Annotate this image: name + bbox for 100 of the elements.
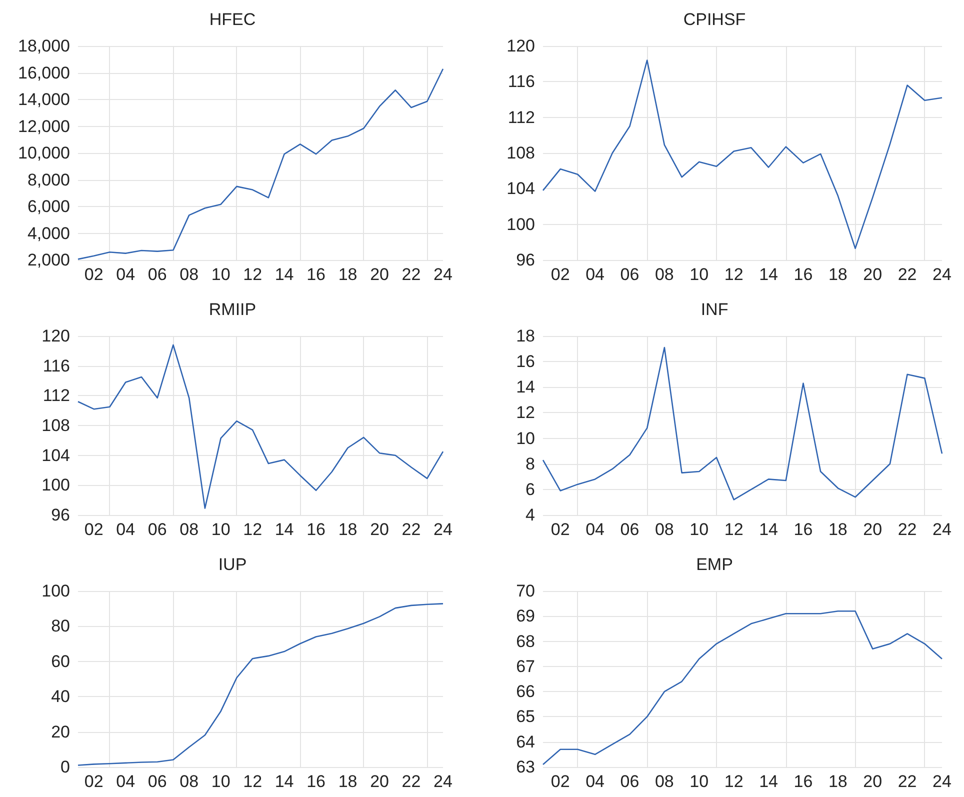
x-tick-label: 04: [116, 265, 136, 284]
x-tick-label: 08: [180, 520, 199, 539]
y-tick-label: 108: [506, 144, 535, 162]
y-tick-label: 12,000: [18, 116, 70, 136]
y-tick-label: 10,000: [18, 144, 70, 162]
x-tick-label: 22: [402, 265, 421, 284]
y-tick-label: 100: [42, 476, 70, 495]
x-tick-label: 10: [690, 520, 709, 539]
y-tick-label: 116: [508, 72, 535, 92]
chart-title: INF: [700, 300, 728, 319]
x-tick-label: 12: [724, 520, 744, 539]
line-series: [542, 346, 943, 500]
x-tick-label: 14: [759, 520, 778, 539]
x-tick-label: 24: [434, 265, 452, 284]
y-tick-label: 66: [516, 682, 535, 702]
y-tick-label: 70: [516, 582, 535, 600]
y-tick-label: 6,000: [27, 197, 70, 216]
y-tick-label: 116: [42, 356, 70, 376]
y-tick-label: 8,000: [27, 170, 70, 190]
y-tick-label: 20: [51, 722, 70, 742]
y-tick-label: 8: [526, 454, 535, 474]
x-tick-label: 02: [550, 520, 570, 539]
x-tick-label: 12: [243, 520, 262, 539]
y-tick-label: 18: [516, 326, 535, 346]
x-tick-label: 10: [211, 520, 230, 539]
x-tick-label: 20: [370, 520, 389, 539]
x-tick-label: 06: [620, 772, 640, 791]
x-tick-label: 10: [211, 772, 230, 791]
x-tick-label: 12: [724, 772, 744, 791]
y-tick-label: 67: [516, 656, 535, 676]
x-tick-label: 02: [550, 772, 570, 791]
x-tick-label: 14: [274, 520, 294, 539]
x-tick-label: 16: [794, 520, 813, 539]
line-series: [77, 68, 444, 260]
y-tick-label: 108: [42, 416, 70, 435]
x-tick-label: 22: [898, 772, 917, 791]
y-tick-label: 16: [516, 352, 535, 372]
x-tick-label: 18: [338, 265, 358, 284]
x-tick-label: 22: [402, 520, 421, 539]
x-tick-label: 20: [863, 520, 882, 539]
y-tick-label: 120: [506, 36, 535, 56]
y-tick-label: 0: [60, 758, 70, 776]
x-tick-label: 14: [274, 772, 294, 791]
x-tick-label: 12: [243, 772, 262, 791]
y-tick-label: 96: [516, 250, 535, 270]
chart-title: HFEC: [209, 10, 256, 29]
x-tick-label: 04: [586, 520, 605, 539]
y-tick-label: 64: [516, 732, 535, 752]
y-tick-label: 69: [516, 606, 535, 626]
y-tick-label: 112: [508, 108, 535, 127]
y-tick-label: 10: [516, 428, 535, 448]
x-tick-label: 04: [586, 265, 605, 284]
x-tick-label: 10: [690, 265, 709, 284]
x-tick-label: 16: [306, 265, 326, 284]
y-tick-label: 68: [516, 632, 535, 651]
x-tick-label: 04: [116, 772, 136, 791]
x-tick-label: 18: [828, 772, 848, 791]
y-tick-label: 104: [42, 446, 70, 465]
x-tick-label: 08: [180, 265, 199, 284]
x-tick-label: 24: [932, 520, 952, 539]
y-tick-label: 104: [506, 179, 535, 198]
x-tick-label: 12: [243, 265, 262, 284]
x-tick-label: 20: [370, 265, 389, 284]
x-tick-label: 08: [654, 265, 674, 284]
x-tick-label: 20: [370, 772, 389, 791]
y-tick-label: 6: [526, 480, 535, 499]
x-tick-label: 06: [148, 265, 167, 284]
chart-title: CPIHSF: [683, 10, 746, 29]
x-tick-label: 06: [148, 772, 167, 791]
y-tick-label: 96: [51, 506, 70, 524]
x-tick-label: 06: [620, 520, 640, 539]
x-tick-label: 18: [338, 772, 358, 791]
y-tick-label: 65: [516, 707, 535, 726]
x-tick-label: 04: [586, 772, 605, 791]
x-tick-label: 02: [550, 265, 570, 284]
x-tick-label: 04: [116, 520, 136, 539]
x-tick-label: 16: [306, 520, 326, 539]
line-series: [77, 603, 444, 766]
y-tick-label: 120: [42, 326, 70, 346]
x-tick-label: 14: [759, 265, 778, 284]
x-tick-label: 18: [828, 520, 848, 539]
x-tick-label: 20: [863, 772, 882, 791]
x-tick-label: 18: [338, 520, 358, 539]
x-tick-label: 24: [434, 772, 452, 791]
y-tick-label: 18,000: [18, 36, 70, 56]
y-tick-label: 16,000: [18, 63, 70, 82]
x-tick-label: 10: [690, 772, 709, 791]
y-tick-label: 112: [42, 386, 70, 406]
chart-title: RMIIP: [208, 300, 256, 319]
y-tick-label: 14: [516, 378, 535, 397]
x-tick-label: 08: [654, 520, 674, 539]
x-tick-label: 06: [620, 265, 640, 284]
x-tick-label: 16: [794, 265, 813, 284]
y-tick-label: 4,000: [27, 224, 70, 243]
x-tick-label: 08: [180, 772, 199, 791]
x-tick-label: 24: [932, 772, 952, 791]
x-tick-label: 20: [863, 265, 882, 284]
chart-title: EMP: [696, 555, 733, 574]
x-tick-label: 02: [84, 772, 104, 791]
x-tick-label: 22: [898, 520, 917, 539]
